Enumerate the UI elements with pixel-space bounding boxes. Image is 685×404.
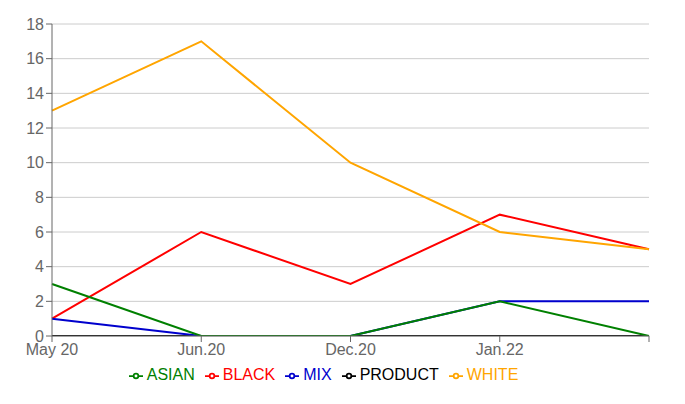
- html-text:ASIAN: ASIAN: [146, 366, 195, 383]
- svg-text:6: 6: [35, 224, 44, 241]
- svg-text:Jun.20: Jun.20: [177, 341, 225, 358]
- html-text:WHITE: WHITE: [466, 366, 519, 383]
- svg-text:May 20: May 20: [26, 341, 79, 358]
- html-text:MIX: MIX: [303, 366, 332, 383]
- svg-text:16: 16: [26, 50, 44, 67]
- svg-text:0: 0: [35, 328, 44, 345]
- svg-text:10: 10: [26, 154, 44, 171]
- svg-text:18: 18: [26, 16, 44, 33]
- svg-text:4: 4: [35, 258, 44, 275]
- svg-text:Dec.20: Dec.20: [325, 341, 376, 358]
- svg-text:12: 12: [26, 120, 44, 137]
- svg-text:Jan.22: Jan.22: [476, 341, 524, 358]
- svg-text:14: 14: [26, 85, 44, 102]
- svg-text:2: 2: [35, 293, 44, 310]
- html-text:PRODUCT: PRODUCT: [359, 366, 439, 383]
- html-text:BLACK: BLACK: [222, 366, 276, 383]
- svg-text:8: 8: [35, 189, 44, 206]
